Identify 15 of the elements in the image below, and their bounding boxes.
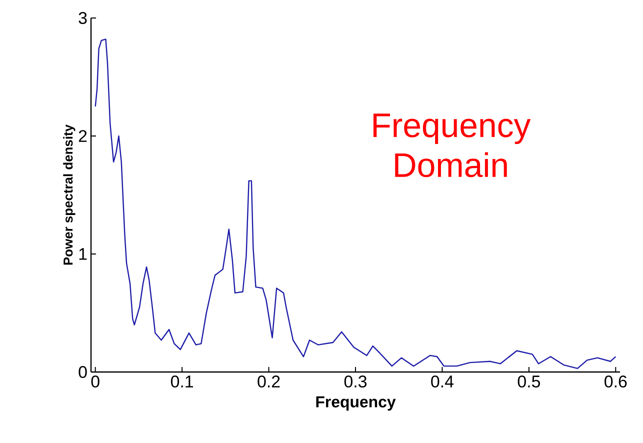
line-series [94, 38, 616, 370]
x-tick-label: 0.4 [431, 376, 454, 388]
x-tick-label: 0.5 [518, 376, 540, 388]
x-tick-label: 0.2 [258, 376, 280, 388]
x-axis-title: Frequency [316, 396, 396, 411]
annotation: Frequency Domain [373, 114, 531, 178]
y-tick-label: 0 [78, 366, 87, 378]
x-tick-label: 0.6 [604, 376, 627, 388]
y-tick-label: 3 [78, 12, 87, 24]
y-tick-label: 1 [79, 248, 87, 260]
x-tick-label: 0.1 [170, 376, 194, 388]
x-tick-label: 0 [91, 376, 100, 388]
y-tick-label: 2 [78, 130, 87, 142]
y-axis-title: Power spectral density [63, 124, 76, 265]
x-tick-label: 0.3 [344, 376, 367, 388]
